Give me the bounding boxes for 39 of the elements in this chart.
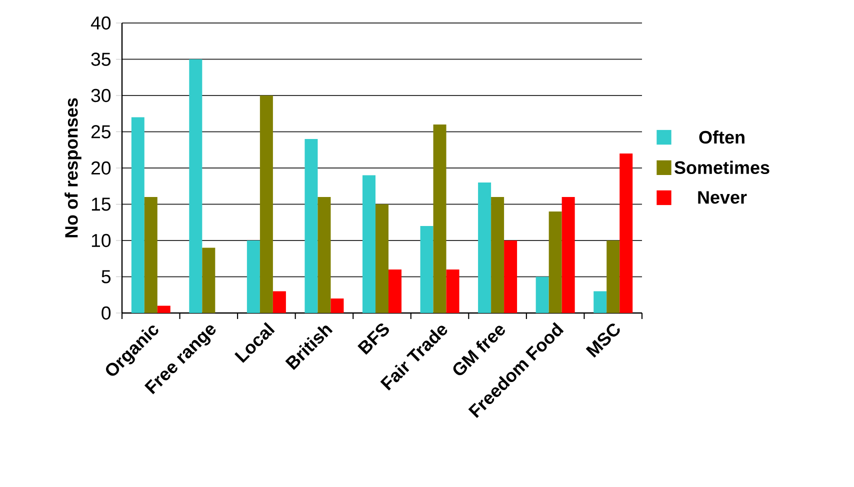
bar	[388, 270, 402, 314]
y-tick-label: 0	[102, 306, 111, 320]
bar	[272, 291, 286, 314]
bar	[318, 197, 331, 314]
bar	[375, 204, 388, 314]
y-tick-label: 5	[102, 270, 111, 284]
bar	[304, 139, 318, 314]
bar	[144, 197, 158, 314]
legend-label: Never	[698, 191, 747, 204]
y-tick-label: 20	[91, 161, 111, 175]
bar	[562, 197, 575, 314]
bar	[433, 124, 446, 314]
bar	[606, 240, 620, 314]
bar	[362, 175, 376, 314]
bar	[536, 276, 549, 314]
bar	[157, 306, 170, 314]
legend-label: Often	[699, 130, 744, 144]
bar	[446, 270, 460, 314]
bar	[548, 212, 562, 314]
y-tick-label: 10	[92, 234, 111, 248]
bar	[189, 59, 202, 314]
bar	[620, 154, 633, 314]
y-tick-label: 25	[91, 125, 111, 138]
y-tick-label: 30	[91, 88, 111, 102]
bar	[330, 298, 344, 314]
bar	[246, 240, 260, 314]
bar	[491, 197, 504, 314]
bar	[202, 248, 216, 314]
y-axis-title: No of responses	[64, 98, 82, 238]
bar	[131, 117, 144, 314]
y-tick-label: 35	[91, 52, 111, 66]
y-tick-label: 15	[92, 198, 111, 211]
bar	[594, 291, 607, 314]
legend-label: Sometimes	[674, 160, 770, 174]
bar	[504, 240, 518, 314]
bar	[478, 182, 492, 314]
y-tick-label: 40	[90, 16, 111, 30]
bar	[420, 226, 434, 314]
bar	[260, 96, 273, 314]
